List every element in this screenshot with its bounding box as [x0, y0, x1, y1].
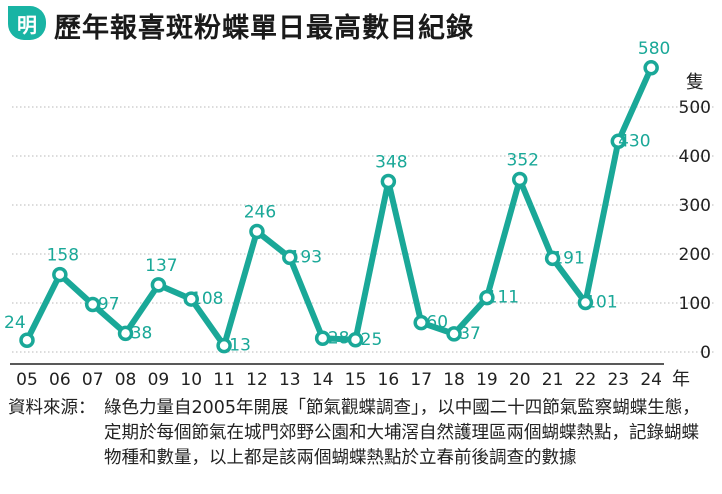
x-tick-label: 11 [213, 370, 235, 390]
data-label: 24 [4, 313, 26, 333]
x-tick-label: 12 [246, 370, 268, 390]
data-point [314, 330, 331, 347]
series-line [24, 64, 655, 349]
point-layer [19, 60, 659, 354]
data-point [610, 133, 627, 150]
x-tick-label: 06 [49, 370, 71, 390]
x-tick-label: 13 [279, 370, 301, 390]
y-tick-label: 0 [700, 343, 711, 363]
data-point [544, 250, 561, 267]
x-tick-label: 09 [148, 370, 170, 390]
data-label: 430 [618, 131, 650, 151]
data-label: 13 [229, 336, 251, 356]
data-label: 25 [361, 330, 383, 350]
data-point [380, 173, 397, 190]
y-tick-label: 500 [679, 98, 711, 118]
x-tick-label: 15 [345, 370, 367, 390]
source-text: 綠色力量自2005年開展「節氣觀蝶調查」，以中國二十四節氣監察蝴蝶生態，定期於每… [104, 398, 700, 468]
data-point [52, 266, 68, 283]
x-tick-label: 17 [410, 370, 432, 390]
data-point [347, 332, 364, 348]
x-tick-label: 18 [443, 370, 465, 390]
data-point [643, 60, 659, 76]
data-label: 37 [459, 324, 481, 344]
data-label: 108 [191, 289, 223, 309]
data-label: 137 [145, 256, 177, 276]
data-label: 28 [328, 328, 350, 348]
y-tick-label: 400 [679, 147, 711, 167]
x-tick-label: 07 [82, 370, 104, 390]
data-label: 97 [98, 294, 120, 314]
data-point [117, 325, 134, 342]
data-label: 246 [244, 202, 276, 222]
data-point [512, 171, 528, 188]
x-tick-label: 20 [509, 370, 531, 390]
x-unit-label: 年 [672, 369, 690, 390]
x-tick-label: 23 [607, 370, 629, 390]
data-label: 101 [585, 293, 617, 313]
data-point [413, 314, 429, 331]
data-label: 580 [638, 39, 670, 59]
line-chart: 0 100 200 300 400 500 隻 05 06 07 08 09 10 11 12 13 14 15… [4, 39, 716, 390]
x-tick-label: 10 [180, 370, 202, 390]
header: 明 歷年報喜斑粉蝶單日最高數目紀錄 [0, 0, 722, 48]
data-label: 111 [487, 288, 519, 308]
line-layer [24, 64, 655, 349]
x-tick-label: 24 [640, 370, 662, 390]
data-point [282, 249, 298, 266]
y-unit-label: 隻 [686, 72, 704, 93]
data-point [577, 294, 594, 311]
x-tick-label: 08 [115, 370, 137, 390]
data-label: 352 [507, 151, 539, 171]
source-label: 資料來源： [8, 398, 96, 418]
y-tick-label: 200 [679, 245, 711, 265]
data-point [249, 223, 265, 240]
data-point [84, 296, 101, 313]
axis-layer: 隻 05 06 07 08 09 10 11 12 13 14 15 16 17 18 19 20 21 22 23 2… [10, 72, 704, 390]
x-tick-label: 16 [378, 370, 400, 390]
chart-title: 歷年報喜斑粉蝶單日最高數目紀錄 [54, 13, 474, 44]
data-label: 158 [47, 246, 79, 266]
data-label: 38 [131, 323, 153, 343]
data-point [150, 277, 167, 293]
y-tick-label: 300 [679, 196, 711, 216]
data-point [479, 289, 495, 306]
data-label: 60 [426, 313, 448, 333]
x-tick-label: 14 [312, 370, 334, 390]
publisher-badge: 明 [8, 6, 46, 40]
data-label: 191 [552, 248, 584, 268]
x-tick-label: 05 [16, 370, 38, 390]
label-layer: 24 158 97 38 137 108 13 246 193 28 25 348 60 37 111 352… [4, 39, 670, 356]
data-point [446, 326, 462, 342]
x-tick-label: 19 [476, 370, 498, 390]
data-point [19, 332, 35, 348]
x-tick-label: 22 [575, 370, 597, 390]
data-label: 348 [375, 152, 407, 172]
data-point [216, 337, 232, 354]
data-label: 193 [290, 247, 322, 267]
y-tick-label: 100 [679, 294, 711, 314]
data-point [183, 291, 199, 307]
x-tick-label: 21 [542, 370, 564, 390]
grid-layer: 0 100 200 300 400 500 [12, 98, 716, 363]
